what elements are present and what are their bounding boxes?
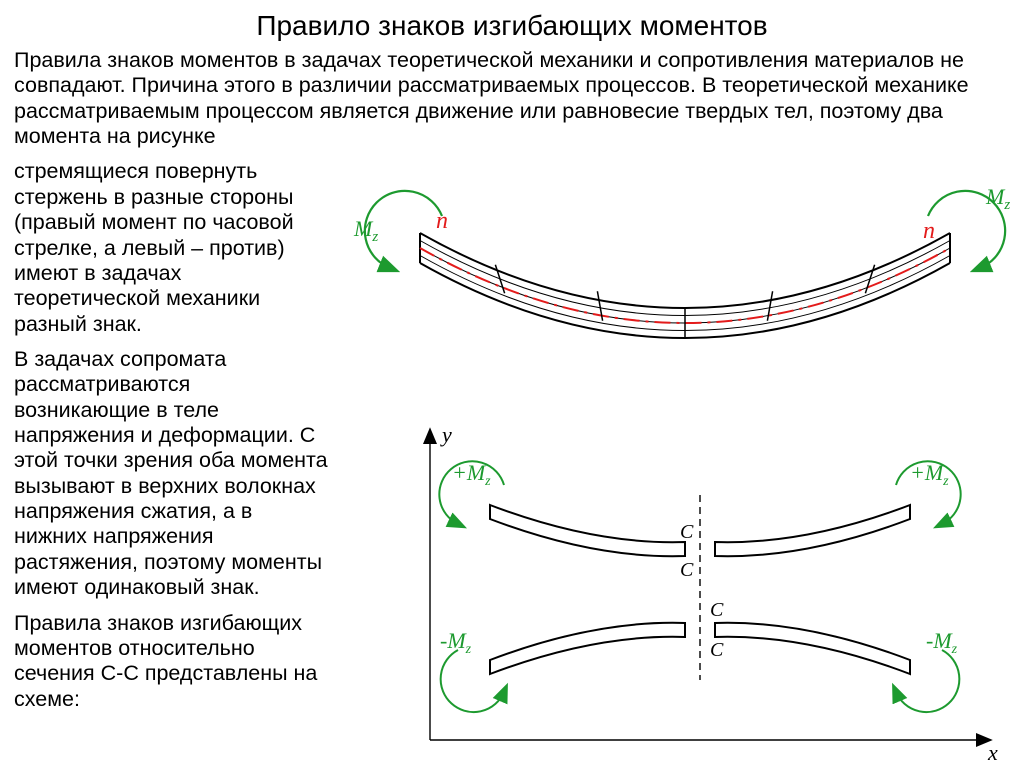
- page-title: Правило знаков изгибающих моментов: [30, 10, 994, 42]
- page: Правило знаков изгибающих моментов Прави…: [0, 10, 1024, 767]
- label-c-bottom-left: C: [710, 599, 724, 621]
- paragraph-3: Правила знаков изгибающих моментов относ…: [14, 611, 331, 712]
- y-axis-label: y: [440, 422, 452, 447]
- top-beam-right: [715, 505, 910, 556]
- bottom-beam-left: [490, 623, 685, 674]
- label-n-left: n: [436, 208, 448, 234]
- label-n-right: n: [923, 218, 935, 244]
- label-c-top-right: C: [680, 559, 694, 581]
- label-minus-mz-right: -Mz: [926, 628, 958, 657]
- paragraph-1: стремящиеся повернуть стержень в разные …: [14, 159, 331, 337]
- label-mz-right: Mz: [985, 184, 1010, 213]
- x-axis-label: x: [987, 740, 998, 765]
- figure-beam-curved: Mz Mz n n: [350, 178, 1020, 368]
- label-c-bottom-right: C: [710, 639, 724, 661]
- label-c-top-left: C: [680, 521, 694, 543]
- label-mz-left: Mz: [353, 216, 378, 245]
- label-minus-mz-left: -Mz: [440, 628, 472, 657]
- figure-axes-moments: x y +Mz +Mz C C -Mz -Mz C C: [370, 420, 1010, 765]
- bottom-beam-right: [715, 623, 910, 674]
- paragraph-2: В задачах сопромата рассматриваются возн…: [14, 347, 331, 601]
- intro-text: Правила знаков моментов в задачах теорет…: [14, 48, 1010, 149]
- top-beam-left: [490, 505, 685, 556]
